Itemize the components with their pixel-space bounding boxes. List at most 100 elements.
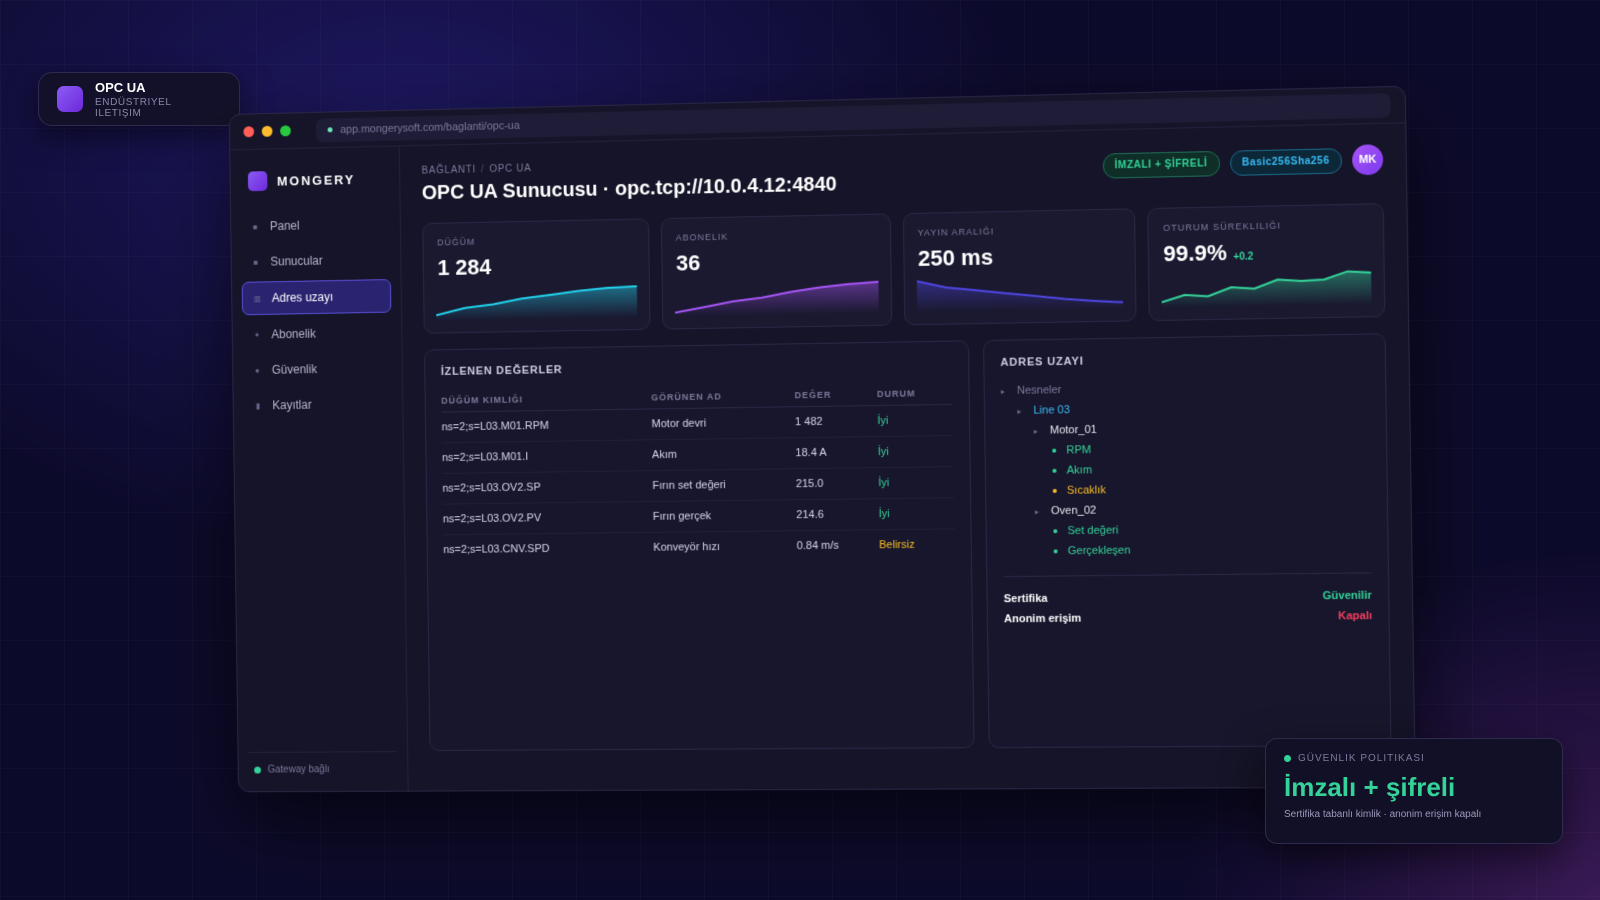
tree-node-label: Nesneler <box>1016 384 1062 397</box>
sidebar-item-güvenlik[interactable]: ● Güvenlik <box>243 352 393 386</box>
security-mode-badge: İMZALI + ŞİFRELİ <box>1102 150 1220 179</box>
cell-status: İyi <box>877 404 954 437</box>
cell-status: İyi <box>878 497 955 530</box>
breadcrumb-item-baglanti[interactable]: BAĞLANTI <box>421 164 477 177</box>
sparkline-area <box>916 277 1124 313</box>
server-icon: ■ <box>253 257 259 267</box>
sparkline-area <box>435 286 638 321</box>
shield-icon: ● <box>254 365 260 375</box>
cell-value: 18.4 A <box>795 436 879 469</box>
kpi-sparkline <box>1161 263 1372 308</box>
sidebar-item-label: Güvenlik <box>271 362 318 377</box>
cell-value: 1 482 <box>794 405 878 438</box>
kpi-value: 99.9% +0.2 <box>1163 237 1369 267</box>
close-window-button[interactable] <box>243 126 255 138</box>
variable-dot-icon <box>1052 488 1057 493</box>
tree-node[interactable]: Gerçekleşen <box>1003 538 1371 562</box>
tree-node-label: Oven_02 <box>1050 504 1097 518</box>
chevron-right-icon[interactable]: ▸ <box>1034 506 1039 516</box>
chevron-right-icon[interactable]: ▸ <box>1033 426 1038 436</box>
kpi-value: 36 <box>676 247 876 277</box>
kpi-card[interactable]: ABONELIK 36 <box>660 213 892 330</box>
brand-chip-title: OPC UA <box>94 79 146 95</box>
address-space-tree: ▸ Nesneler ▸ Line 03 ▸ Motor_01 RPM Akım Sıcaklı… <box>1001 375 1372 562</box>
chevron-right-icon[interactable]: ▸ <box>1000 386 1005 396</box>
table-row[interactable]: ns=2;s=L03.CNV.SPD Konveyör hızı 0.84 m/s B… <box>443 529 955 565</box>
brand-chip-subtitle: ENDÜSTRIYEL ILETIŞIM <box>94 96 172 119</box>
column-header[interactable]: DURUM <box>876 381 953 406</box>
tree-node-label: Gerçekleşen <box>1067 544 1131 558</box>
sidebar-item-panel[interactable]: ■ Panel <box>241 208 391 243</box>
column-header[interactable]: DEĞER <box>794 382 878 407</box>
chevron-right-icon[interactable]: ▸ <box>1017 406 1022 416</box>
log-icon: ▮ <box>255 401 261 410</box>
kpi-sparkline <box>916 268 1124 313</box>
policy-label-row: GÜVENLIK POLITIKASI <box>1284 753 1544 764</box>
secure-dot-icon <box>327 127 333 133</box>
sidebar-item-adres-uzayı[interactable]: ▥ Adres uzayı <box>241 279 392 316</box>
breadcrumb-item-opc-ua: OPC UA <box>489 163 532 176</box>
sidebar: MONGERY ■ Panel ■ Sunucular ▥ Adres uzayı ✦ Abo… <box>230 146 409 792</box>
kpi-value-text: 99.9% <box>1163 239 1228 267</box>
monitored-values-panel: İZLENEN DEĞERLER DÜĞÜM KIMLIĞI GÖRÜNEN AD… <box>424 340 975 751</box>
tree-node-label: Akım <box>1066 464 1093 477</box>
address-space-panel: ADRES UZAYI ▸ Nesneler ▸ Line 03 ▸ Motor_01 RP… <box>982 333 1392 749</box>
sidebar-item-abonelik[interactable]: ✦ Abonelik <box>242 317 392 351</box>
tree-node-label: Line 03 <box>1033 404 1071 417</box>
kpi-label: ABONELIK <box>675 231 729 243</box>
sidebar-item-kayıtlar[interactable]: ▮ Kayıtlar <box>243 388 393 422</box>
column-header[interactable]: GÖRÜNEN AD <box>651 384 795 409</box>
sparkle-icon: ✦ <box>253 330 261 340</box>
cell-id: ns=2;s=L03.M01.RPM <box>441 408 652 443</box>
app-logo[interactable]: MONGERY <box>240 164 390 211</box>
cell-name: Akım <box>651 437 796 471</box>
column-header[interactable]: DÜĞÜM KIMLIĞI <box>441 386 652 413</box>
kpi-card[interactable]: OTURUM SÜREKLILIĞI 99.9% +0.2 <box>1147 203 1386 322</box>
policy-label: GÜVENLIK POLITIKASI <box>1298 753 1425 764</box>
policy-subtitle: Sertifika tabanlı kimlik · anonim erişim… <box>1284 809 1482 820</box>
kpi-sparkline <box>674 273 879 317</box>
cell-id: ns=2;s=L03.OV2.SP <box>442 470 653 505</box>
app-window: app.mongerysoft.com/baglanti/opc-ua MONG… <box>228 85 1416 793</box>
variable-dot-icon <box>1052 468 1057 473</box>
cell-value: 0.84 m/s <box>796 539 839 553</box>
sparkline-area <box>1161 270 1372 308</box>
policy-title: İmzalı + şifreli <box>1284 772 1456 802</box>
kpi-value: 1 284 <box>437 251 634 281</box>
cell-id: ns=2;s=L03.OV2.PV <box>442 501 654 535</box>
kpi-row: DÜĞÜM 1 284 ABONELIK 36 YAYIN ARALIĞI 250 ms O… <box>422 203 1386 334</box>
tree-node-label: RPM <box>1066 444 1092 457</box>
minimize-window-button[interactable] <box>261 125 273 137</box>
cell-id: ns=2;s=L03.M01.I <box>441 439 653 474</box>
kpi-value-text: 1 284 <box>437 254 492 281</box>
kpi-delta: +0.2 <box>1233 251 1254 263</box>
address-space-title: ADRES UZAYI <box>1000 355 1084 369</box>
kpi-label: DÜĞÜM <box>437 236 476 248</box>
sidebar-item-sunucular[interactable]: ■ Sunucular <box>241 243 391 277</box>
property-key: Anonim erişim <box>1003 612 1082 626</box>
avatar[interactable]: MK <box>1351 144 1384 176</box>
sidebar-item-label: Adres uzayı <box>271 289 334 305</box>
variable-dot-icon <box>1053 549 1058 554</box>
page-title: OPC UA Sunucusu · opc.tcp://10.0.4.12:48… <box>421 173 837 205</box>
maximize-window-button[interactable] <box>280 125 291 137</box>
kpi-label: YAYIN ARALIĞI <box>917 226 995 238</box>
logo-icon <box>247 171 268 192</box>
variable-dot-icon <box>1053 529 1058 534</box>
kpi-label: OTURUM SÜREKLILIĞI <box>1162 220 1282 233</box>
kpi-card[interactable]: DÜĞÜM 1 284 <box>422 218 651 334</box>
table-body: ns=2;s=L03.M01.RPM Motor devri 1 482 İyi ns=… <box>441 404 955 565</box>
brand-logo-icon <box>57 86 83 112</box>
variable-dot-icon <box>1052 448 1057 453</box>
kpi-value-text: 36 <box>675 250 701 276</box>
sparkline-area <box>674 281 879 317</box>
tree-node-label: Sıcaklık <box>1066 484 1107 497</box>
kpi-card[interactable]: YAYIN ARALIĞI 250 ms <box>902 208 1137 326</box>
status-dot-icon <box>1284 755 1291 762</box>
sidebar-item-label: Panel <box>269 218 300 234</box>
sidebar-item-label: Sunucular <box>270 253 323 269</box>
tree-node-label: Motor_01 <box>1049 423 1098 437</box>
status-dot-icon <box>254 766 261 774</box>
kpi-value: 250 ms <box>918 242 1121 272</box>
security-policy-badge: Basic256Sha256 <box>1229 147 1343 176</box>
